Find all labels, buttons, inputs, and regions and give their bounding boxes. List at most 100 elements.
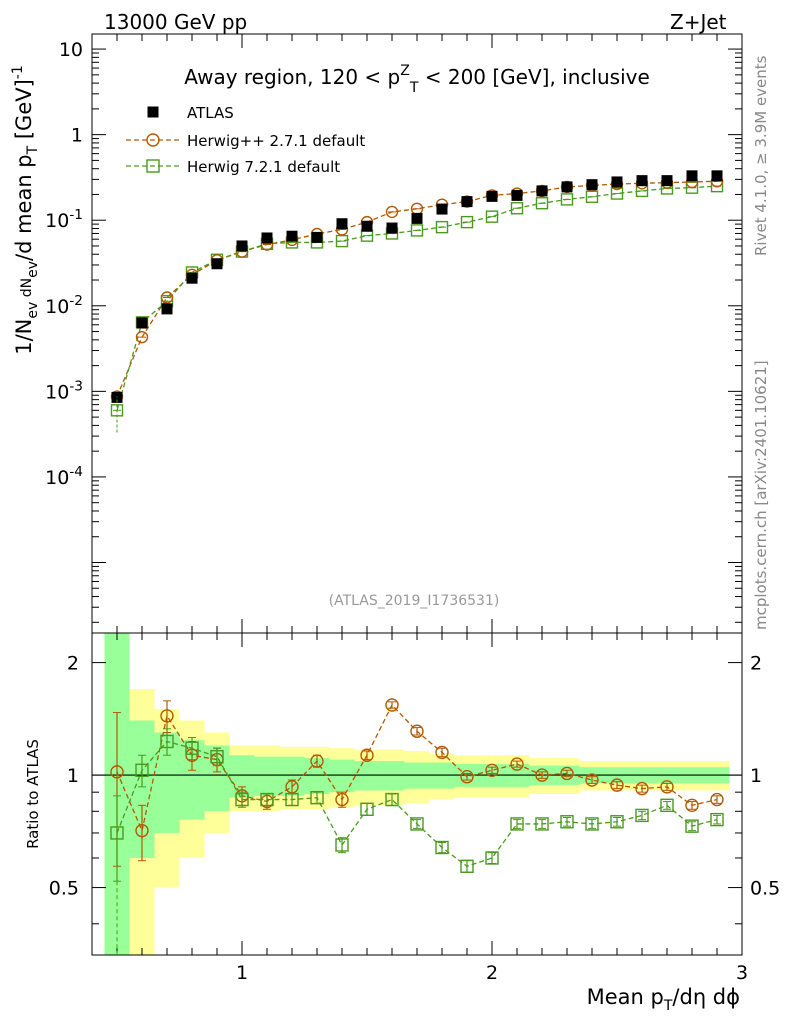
- main-data-point-0: [386, 222, 398, 234]
- ratio-x-tick-label: 3: [736, 962, 748, 984]
- header-process-label: Z+Jet: [670, 10, 727, 34]
- main-data-point-0: [336, 218, 348, 230]
- ratio-data-point-0: [310, 754, 324, 768]
- header-energy-label: 13000 GeV pp: [104, 10, 248, 34]
- legend-marker-0: [147, 106, 159, 118]
- ratio-data-point-1: [510, 817, 524, 831]
- ratio-data-point-1: [310, 790, 324, 805]
- ratio-y-tick-label: 2: [67, 653, 79, 675]
- ratio-data-point-1: [235, 792, 249, 807]
- ratio-data-point-0: [460, 770, 474, 784]
- main-data-point-0: [586, 179, 598, 191]
- main-y-axis-title: 1/Nev dNev/d mean pT [GeV]-1: [10, 65, 41, 355]
- main-data-point-0: [536, 185, 548, 197]
- main-data-point-0: [636, 175, 648, 187]
- ratio-data-point-1: [610, 815, 624, 829]
- main-y-tick-label: 10-3: [45, 378, 83, 403]
- legend-label-1: Herwig++ 2.7.1 default: [187, 132, 365, 150]
- ratio-data-point-1: [660, 798, 674, 813]
- main-data-point-0: [686, 170, 698, 182]
- main-data-point-0: [611, 176, 623, 188]
- ratio-data-point-1: [435, 840, 449, 855]
- main-title: Away region, 120 < pZT < 200 [GeV], incl…: [184, 63, 650, 96]
- ratio-stat-uncertainty-band: [254, 756, 280, 796]
- ratio-data-point-0: [710, 792, 724, 807]
- ratio-data-point-1: [560, 815, 574, 829]
- ratio-y-axis-title: Ratio to ATLAS: [24, 739, 42, 849]
- ratio-data-point-0: [385, 698, 399, 712]
- ratio-data-point-1: [210, 749, 224, 764]
- ratio-data-point-0: [485, 763, 499, 777]
- main-y-tick-label: 10: [59, 39, 83, 61]
- ratio-data-point-0: [535, 768, 549, 782]
- ratio-data-point-1: [360, 802, 374, 816]
- ratio-data-point-1: [385, 792, 399, 807]
- main-y-tick-label: 10-2: [45, 293, 83, 318]
- main-data-point-0: [511, 189, 523, 201]
- main-data-point-0: [286, 230, 298, 242]
- ratio-data-point-1: [135, 763, 149, 777]
- main-data-point-1: [135, 330, 149, 344]
- main-data-point-0: [211, 258, 223, 270]
- ratio-stat-uncertainty-band: [379, 761, 405, 791]
- ratio-data-point-1: [585, 817, 599, 831]
- legend-label-0: ATLAS: [187, 104, 234, 122]
- main-data-point-0: [411, 212, 423, 224]
- main-data-point-0: [136, 317, 148, 329]
- ratio-stat-uncertainty-band: [354, 761, 380, 791]
- x-axis-title: Mean pT/dη dϕ: [587, 985, 740, 1014]
- legend-marker-2: [146, 159, 160, 173]
- ratio-data-point-1: [710, 812, 724, 827]
- main-data-point-2: [410, 224, 424, 237]
- ratio-data-point-0: [135, 823, 149, 838]
- ratio-y-tick-label: 0.5: [49, 878, 79, 900]
- main-data-point-0: [186, 272, 198, 284]
- main-y-tick-label: 10-1: [45, 207, 83, 232]
- ratio-data-point-0: [360, 748, 374, 762]
- ratio-stat-uncertainty-band: [329, 759, 355, 793]
- main-data-point-0: [486, 190, 498, 202]
- main-data-point-0: [161, 303, 173, 315]
- ratio-y-tick-label-right: 0.5: [750, 878, 780, 900]
- ratio-y-tick-label-right: 1: [750, 765, 762, 787]
- ratio-y-tick-label-right: 2: [750, 653, 762, 675]
- legend-label-2: Herwig 7.2.1 default: [187, 158, 340, 176]
- ratio-data-point-0: [585, 773, 599, 787]
- main-data-point-2: [610, 187, 624, 200]
- main-y-tick-label: 1: [71, 125, 83, 147]
- ratio-data-point-1: [335, 838, 349, 852]
- ratio-data-point-1: [485, 851, 499, 865]
- ratio-data-point-0: [435, 745, 449, 760]
- main-data-point-0: [361, 220, 373, 232]
- analysis-watermark: (ATLAS_2019_I1736531): [329, 593, 500, 609]
- ratio-data-point-0: [160, 709, 174, 723]
- ratio-data-point-0: [685, 798, 699, 813]
- ratio-x-tick-label: 2: [486, 962, 498, 984]
- ratio-x-tick-label: 1: [236, 962, 248, 984]
- main-data-point-0: [436, 203, 448, 215]
- main-data-point-2: [435, 220, 449, 234]
- main-data-point-0: [561, 181, 573, 193]
- main-data-point-1: [385, 205, 399, 219]
- ratio-data-point-1: [635, 808, 649, 823]
- ratio-data-point-0: [335, 792, 349, 807]
- ratio-data-point-0: [410, 724, 424, 738]
- main-data-point-0: [661, 175, 673, 187]
- ratio-data-point-1: [410, 817, 424, 831]
- ratio-data-point-1: [685, 819, 699, 833]
- legend-marker-1: [146, 133, 160, 147]
- main-data-point-2: [460, 215, 474, 229]
- main-data-point-0: [711, 170, 723, 182]
- ratio-data-point-0: [110, 765, 124, 779]
- main-data-point-2: [535, 197, 549, 210]
- main-data-point-1: [160, 291, 174, 304]
- ratio-data-point-1: [460, 859, 474, 874]
- main-data-point-2: [510, 202, 524, 215]
- ratio-data-point-0: [510, 757, 524, 771]
- main-data-point-0: [236, 240, 248, 252]
- ratio-data-point-1: [260, 792, 274, 807]
- ratio-data-point-0: [610, 778, 624, 792]
- main-data-point-2: [485, 210, 499, 223]
- main-data-point-2: [560, 193, 574, 206]
